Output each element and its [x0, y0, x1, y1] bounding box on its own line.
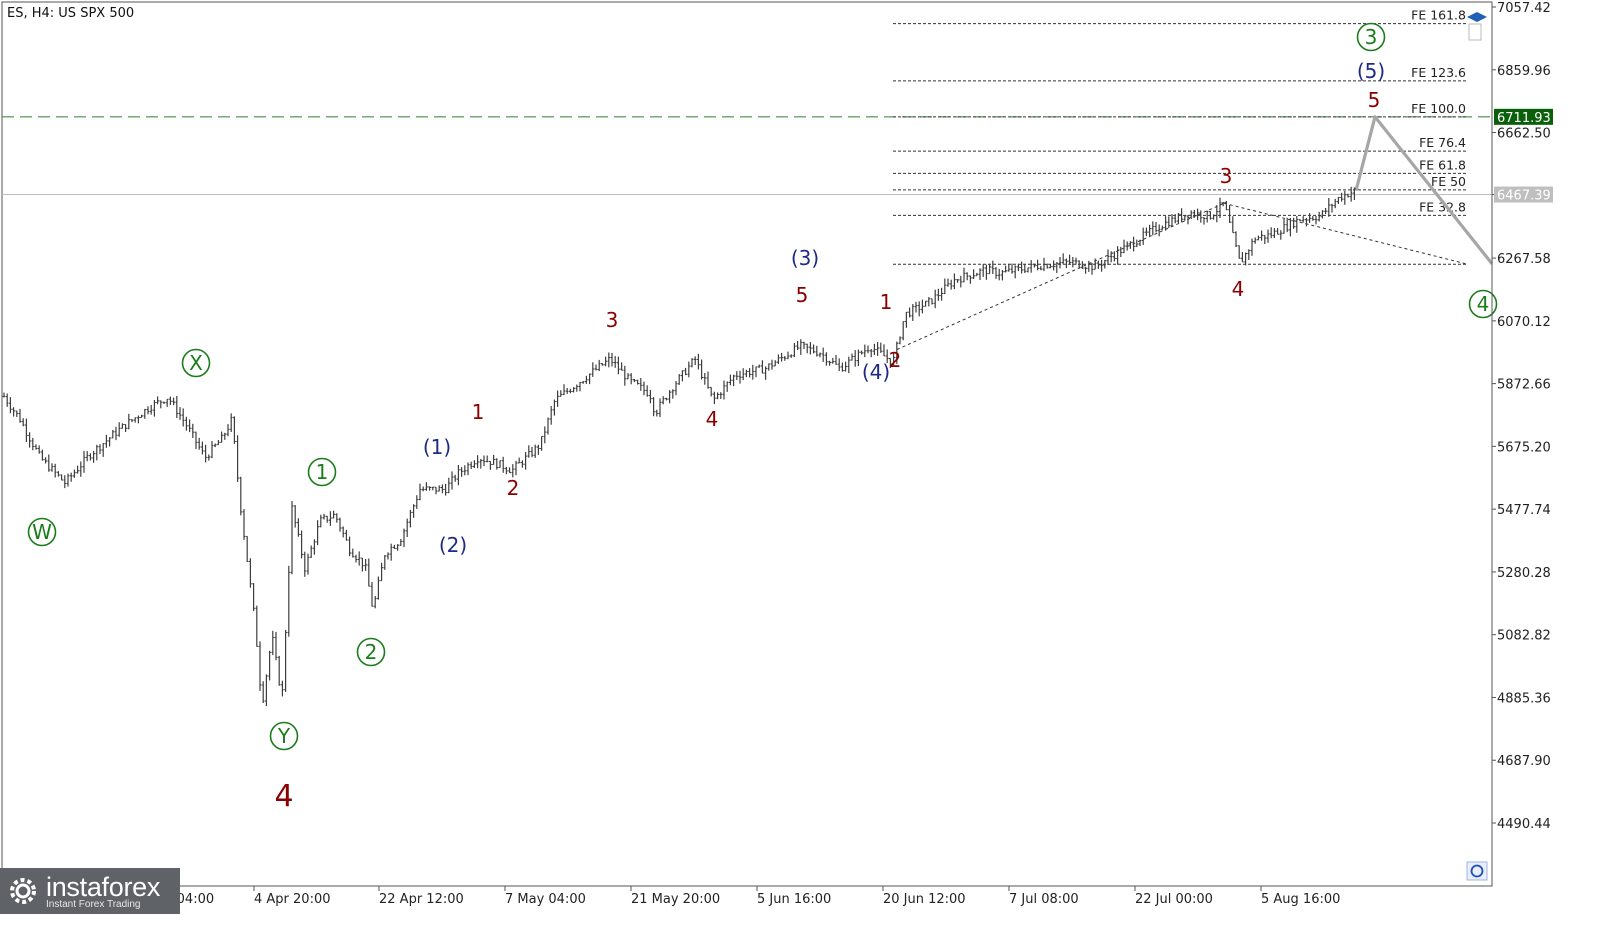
gear-logo-icon	[10, 878, 36, 904]
wave-label-red: 3	[1220, 164, 1233, 188]
x-tick-label: 5 Jun 16:00	[757, 892, 831, 907]
wave-label-green: X	[189, 351, 203, 375]
wave-label-red-large: 4	[274, 779, 293, 814]
x-tick-label: 7 Jul 08:00	[1009, 892, 1079, 907]
wave-label-green: 2	[365, 640, 378, 664]
current-price-label: 6467.39	[1497, 189, 1551, 204]
chart-title: ES, H4: US SPX 500	[7, 6, 134, 21]
y-tick-label: 6859.96	[1497, 64, 1551, 79]
fib-level-label: FE 161.8	[1411, 8, 1466, 23]
wave-label-green: W	[32, 520, 52, 544]
y-tick-label: 6267.58	[1497, 252, 1551, 267]
circle-o-icon	[1470, 864, 1484, 878]
wave-label-circle	[1356, 22, 1386, 52]
wave-label-red: 1	[880, 290, 893, 314]
logo-name: instaforex	[46, 872, 161, 902]
logo-tagline: Instant Forex Trading	[46, 899, 141, 910]
y-tick-label: 5082.82	[1497, 629, 1551, 644]
y-tick-label: 4490.44	[1497, 817, 1551, 832]
y-tick-label: 5477.74	[1497, 503, 1551, 518]
y-tick-label: 6070.12	[1497, 315, 1551, 330]
current-price-badge	[1494, 186, 1553, 203]
wave-label-blue: (3)	[791, 246, 819, 270]
instaforex-logo: instaforex Instant Forex Trading	[0, 868, 180, 914]
wave-label-circle	[27, 517, 57, 547]
y-tick-label: 5675.20	[1497, 440, 1551, 455]
x-tick-label: 22 Jul 00:00	[1135, 892, 1213, 907]
trade-panel-icon[interactable]	[1468, 23, 1482, 41]
wave-label-red: 2	[889, 348, 902, 372]
wave-label-red: 1	[472, 400, 485, 424]
one-click-trading-button[interactable]	[1466, 861, 1488, 881]
wave-label-circle	[356, 637, 386, 667]
wave-label-green: 1	[316, 460, 329, 484]
fib-level-label: FE 61.8	[1419, 157, 1466, 172]
y-tick-label: 4687.90	[1497, 754, 1551, 769]
fib-level-label: FE 50	[1431, 174, 1466, 189]
x-tick-label: 20 Jun 12:00	[883, 892, 966, 907]
wave-label-green: 3	[1365, 25, 1378, 49]
wave-label-red: 2	[507, 476, 520, 500]
wave-label-red: 4	[1232, 277, 1245, 301]
y-tick-label: 5280.28	[1497, 566, 1551, 581]
x-tick-label: 7 May 04:00	[505, 892, 586, 907]
wave-label-green: Y	[277, 724, 291, 748]
fib-level-label: FE 123.6	[1411, 65, 1466, 80]
fib-level-label: FE 32.8	[1419, 199, 1466, 214]
wave-label-red: 3	[606, 308, 619, 332]
graduation-cap-icon	[1467, 12, 1487, 22]
wave-label-red: 4	[706, 407, 719, 431]
target-price-badge	[1494, 108, 1553, 125]
wave-label-blue: (5)	[1357, 59, 1385, 83]
x-tick-label: 5 Aug 16:00	[1261, 892, 1340, 907]
target-price-label: 6711.93	[1497, 111, 1551, 126]
wave-label-circle	[307, 457, 337, 487]
y-tick-label: 7057.42	[1497, 1, 1551, 16]
y-tick-label: 4885.36	[1497, 691, 1551, 706]
wave-label-circle	[181, 348, 211, 378]
y-tick-label: 5872.66	[1497, 378, 1551, 393]
wave-label-red: 5	[1368, 88, 1381, 112]
wave-label-circle	[1468, 289, 1498, 319]
wave-label-red: 5	[796, 283, 809, 307]
wave-label-blue: (1)	[423, 435, 451, 459]
wave-label-green: 4	[1477, 292, 1490, 316]
x-tick-label: 21 May 20:00	[631, 892, 720, 907]
y-tick-label: 6662.50	[1497, 127, 1551, 142]
wave-label-blue: (4)	[862, 360, 890, 384]
x-tick-label: 22 Apr 12:00	[379, 892, 464, 907]
wave-label-circle	[269, 721, 299, 751]
x-tick-label: 4 Apr 20:00	[254, 892, 331, 907]
projection-path	[1354, 115, 1494, 265]
fib-level-label: FE 76.4	[1419, 135, 1466, 150]
wave-label-blue: (2)	[439, 533, 467, 557]
fib-level-label: FE 100.0	[1411, 101, 1466, 116]
